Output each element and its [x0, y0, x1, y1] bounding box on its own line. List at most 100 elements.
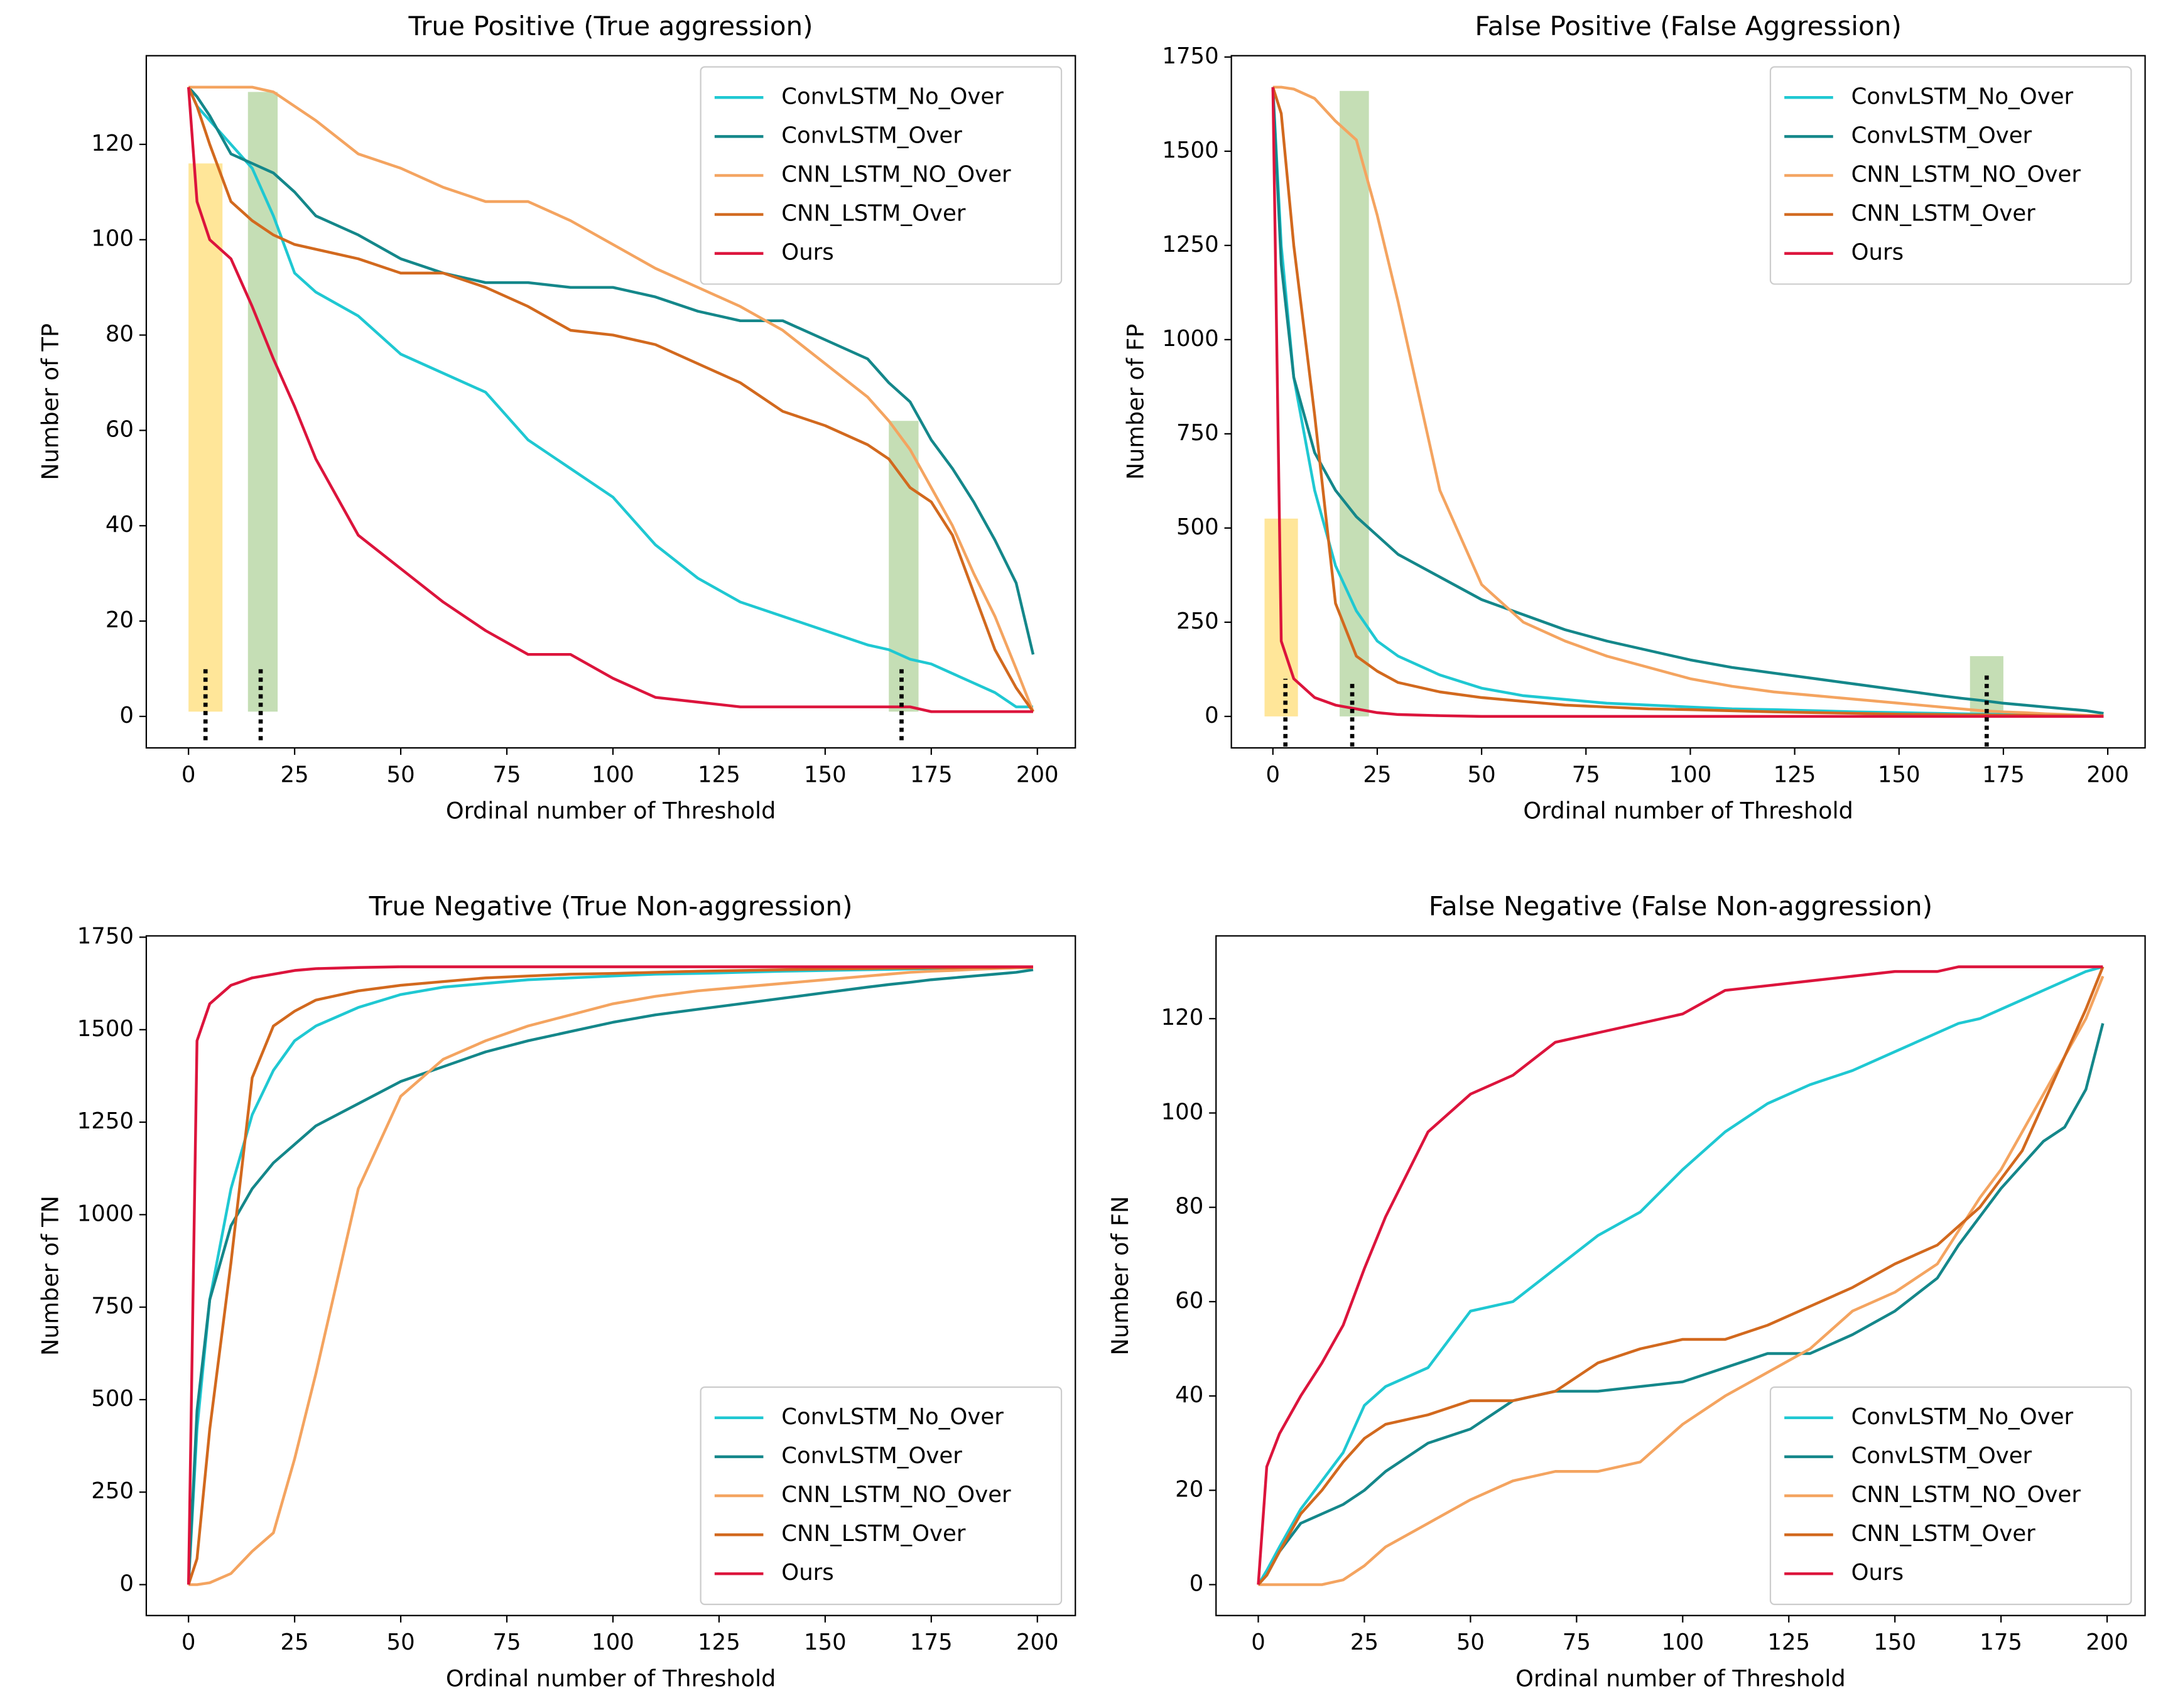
x-tick-label: 175: [910, 1630, 953, 1655]
x-axis-label: Ordinal number of Threshold: [1515, 1665, 1846, 1692]
series-line: [1257, 966, 2105, 1586]
legend-label: CNN_LSTM_Over: [781, 1521, 966, 1547]
legend-box: [700, 66, 1063, 285]
legend-label: ConvLSTM_No_Over: [781, 84, 1004, 109]
y-tick-label: 40: [106, 512, 134, 538]
x-tick-label: 0: [182, 1630, 196, 1655]
x-tick-label: 125: [1774, 762, 1816, 787]
y-tick-label: 0: [1189, 1571, 1204, 1597]
x-axis-label: Ordinal number of Threshold: [1523, 797, 1853, 824]
x-tick-label: 0: [1251, 1630, 1265, 1655]
legend-label: ConvLSTM_Over: [781, 122, 962, 148]
highlight-region: [1340, 90, 1369, 716]
y-tick-label: 250: [91, 1478, 134, 1504]
x-tick-label: 100: [592, 1630, 634, 1655]
y-tick-label: 120: [1161, 1005, 1204, 1030]
y-tick-label: 500: [1176, 514, 1219, 540]
series-line: [1271, 87, 2104, 715]
y-tick-label: 0: [119, 703, 134, 728]
axes-frame: [145, 55, 1076, 749]
x-tick-label: 150: [804, 762, 847, 787]
y-tick-label: 1000: [77, 1201, 134, 1226]
y-axis-label: Number of TN: [37, 1196, 64, 1356]
plot-area: [187, 965, 1034, 1586]
x-tick-label: 100: [1669, 762, 1712, 787]
x-axis-label: Ordinal number of Threshold: [446, 797, 776, 824]
legend-label: ConvLSTM_Over: [1851, 122, 2032, 148]
x-tick-label: 200: [2086, 762, 2129, 787]
x-tick-label: 50: [387, 1630, 415, 1655]
highlight-region: [188, 163, 223, 712]
y-tick-label: 0: [1205, 703, 1219, 728]
series-line: [187, 968, 1034, 1585]
y-tick-label: 1250: [77, 1108, 134, 1134]
x-tick-label: 100: [592, 762, 634, 787]
x-tick-label: 0: [1266, 762, 1281, 787]
y-tick-label: 60: [106, 416, 134, 442]
legend-label: ConvLSTM_No_Over: [781, 1404, 1004, 1430]
legend-label: CNN_LSTM_NO_Over: [1851, 1482, 2081, 1508]
highlight-region: [247, 92, 278, 712]
x-tick-label: 50: [1456, 1630, 1485, 1655]
legend-label: Ours: [781, 240, 833, 266]
x-tick-label: 50: [1468, 762, 1496, 787]
x-tick-label: 25: [1363, 762, 1391, 787]
y-tick-label: 80: [1175, 1194, 1203, 1219]
chart-panel: 0 25 50 75 100 125 150 175 200 0 250 500 750 1000 1250…: [1122, 11, 2146, 824]
legend: ConvLSTM_No_Over ConvLSTM_Over CNN_LSTM_NO…: [700, 1386, 1063, 1606]
y-tick-label: 750: [91, 1294, 134, 1319]
chart-title: False Positive (False Aggression): [1475, 11, 1902, 41]
series-line: [1257, 965, 2103, 1585]
legend-label: CNN_LSTM_NO_Over: [781, 1482, 1011, 1508]
x-tick-label: 75: [492, 762, 521, 787]
y-axis-label: Number of FN: [1107, 1196, 1134, 1356]
axes-frame: [1215, 935, 2146, 1616]
y-tick-label: 80: [106, 322, 134, 347]
series-line: [1272, 85, 2104, 717]
x-tick-label: 75: [1563, 1630, 1591, 1655]
series-line: [188, 85, 1035, 713]
y-tick-label: 0: [119, 1571, 134, 1597]
legend-label: CNN_LSTM_Over: [781, 201, 966, 227]
series-line: [1258, 975, 2105, 1586]
legend-label: ConvLSTM_No_Over: [1851, 1404, 2074, 1430]
x-tick-label: 200: [1016, 762, 1059, 787]
legend-box: [1769, 66, 2132, 285]
series-line: [188, 966, 1034, 1586]
chart-panel: 0 25 50 75 100 125 150 175 200 0 20 40 60 80 100 120 Fal…: [1107, 891, 2146, 1692]
x-tick-label: 125: [698, 1630, 740, 1655]
highlight-region: [889, 421, 919, 712]
plot-area: [187, 85, 1035, 740]
y-tick-label: 20: [1175, 1476, 1203, 1502]
x-tick-label: 25: [281, 1630, 309, 1655]
y-tick-label: 40: [1175, 1382, 1203, 1408]
series-line: [187, 86, 1034, 708]
y-tick-label: 20: [106, 607, 134, 633]
y-tick-label: 1500: [1162, 138, 1218, 163]
y-tick-label: 100: [1161, 1099, 1204, 1125]
chart-title: False Negative (False Non-aggression): [1429, 891, 1932, 922]
series-line: [187, 965, 1034, 1585]
y-tick-label: 60: [1175, 1288, 1203, 1314]
legend: ConvLSTM_No_Over ConvLSTM_Over CNN_LSTM_NO…: [700, 66, 1063, 285]
y-tick-label: 100: [91, 226, 134, 252]
axes-frame: [1230, 55, 2146, 749]
axes-frame: [145, 935, 1076, 1616]
y-tick-label: 500: [91, 1386, 134, 1412]
series-line: [1271, 87, 2104, 718]
legend-label: CNN_LSTM_Over: [1851, 1521, 2036, 1547]
x-tick-label: 25: [281, 762, 309, 787]
series-line: [1257, 1023, 2105, 1586]
x-tick-label: 200: [1016, 1630, 1059, 1655]
chart-title: True Positive (True aggression): [408, 11, 813, 41]
x-tick-label: 50: [387, 762, 415, 787]
legend-box: [1769, 1386, 2132, 1606]
y-tick-label: 1750: [77, 923, 134, 949]
x-tick-label: 200: [2086, 1630, 2128, 1655]
legend: ConvLSTM_No_Over ConvLSTM_Over CNN_LSTM_NO…: [1769, 1386, 2132, 1606]
legend-label: ConvLSTM_Over: [1851, 1443, 2032, 1469]
series-line: [187, 87, 1034, 713]
x-tick-label: 150: [804, 1630, 847, 1655]
